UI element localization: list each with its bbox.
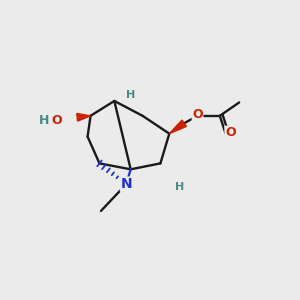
Text: O: O: [192, 108, 203, 121]
Polygon shape: [169, 120, 186, 134]
Text: H: H: [126, 90, 135, 100]
Text: O: O: [51, 114, 62, 128]
Polygon shape: [77, 113, 91, 121]
Text: N: N: [120, 177, 132, 191]
Text: H: H: [39, 114, 49, 128]
Text: O: O: [225, 126, 236, 139]
Text: H: H: [175, 182, 184, 192]
